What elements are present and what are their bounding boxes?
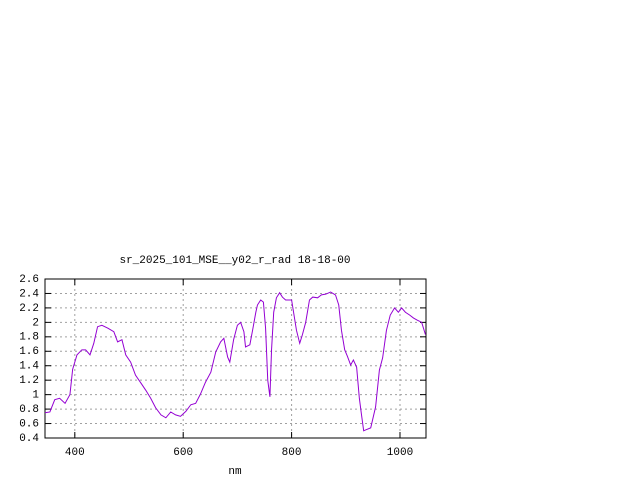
- y-tick-label: 1.4: [19, 361, 39, 373]
- y-tick-label: 1.6: [19, 346, 39, 358]
- y-tick-label: 2.6: [19, 274, 39, 286]
- y-tick-label: 1: [32, 390, 39, 402]
- y-tick-label: 1.8: [19, 332, 39, 344]
- plot-frame: [44, 278, 427, 439]
- data-line: [44, 291, 426, 432]
- x-tick-label: 1000: [387, 447, 413, 459]
- x-axis-label: nm: [228, 466, 242, 478]
- x-tick-label: 800: [282, 447, 302, 459]
- y-tick-label: 2.2: [19, 303, 39, 315]
- y-tick-label: 2.4: [19, 288, 39, 300]
- y-tick-label: 1.2: [19, 375, 39, 387]
- chart-title: sr_2025_101_MSE__y02_r_rad 18-18-00: [119, 255, 350, 267]
- y-tick-label: 0.6: [19, 418, 39, 430]
- x-tick-label: 400: [65, 447, 85, 459]
- y-tick-label: 2: [32, 317, 39, 329]
- x-tick-label: 600: [173, 447, 193, 459]
- y-tick-label: 0.4: [19, 433, 39, 445]
- y-tick-label: 0.8: [19, 404, 39, 416]
